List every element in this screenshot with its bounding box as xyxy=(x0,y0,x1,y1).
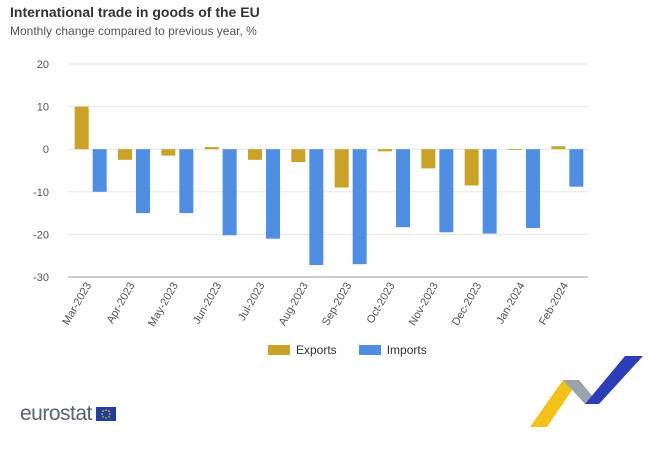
legend-item-imports[interactable]: Imports xyxy=(358,343,427,357)
x-tick-label: Sep-2023 xyxy=(320,281,354,328)
bar-exports-dec-2023[interactable] xyxy=(464,149,479,186)
bar-imports-aug-2023[interactable] xyxy=(309,149,324,266)
bar-exports-jan-2024[interactable] xyxy=(508,149,522,151)
bar-imports-may-2023[interactable] xyxy=(179,149,194,214)
legend: Exports Imports xyxy=(268,343,427,357)
eurostat-logo: eurostat xyxy=(20,402,116,426)
bar-exports-jul-2023[interactable] xyxy=(248,149,262,160)
y-tick-label: 0 xyxy=(43,144,49,156)
x-tick-label: Aug-2023 xyxy=(277,281,311,328)
y-tick-label: 20 xyxy=(37,59,49,71)
x-tick-label: May-2023 xyxy=(146,281,181,329)
y-tick-label: -20 xyxy=(33,229,49,241)
bar-imports-sep-2023[interactable] xyxy=(352,149,367,265)
bar-imports-nov-2023[interactable] xyxy=(439,149,454,233)
x-tick-label: Oct-2023 xyxy=(365,281,398,326)
eu-flag-icon xyxy=(95,407,116,421)
bar-exports-nov-2023[interactable] xyxy=(421,149,436,169)
bar-imports-jan-2024[interactable] xyxy=(526,149,540,229)
y-axis-ticks: 20 10 0 -10 -20 -30 xyxy=(33,59,49,284)
bar-imports-dec-2023[interactable] xyxy=(482,149,497,234)
bar-imports-oct-2023[interactable] xyxy=(396,149,410,228)
bar-exports-sep-2023[interactable] xyxy=(334,149,349,188)
decorative-arrow-graphic xyxy=(530,356,643,427)
bar-exports-feb-2024[interactable] xyxy=(551,146,566,150)
legend-label-imports: Imports xyxy=(386,343,427,357)
logo-text: eurostat xyxy=(20,402,92,425)
bar-imports-feb-2024[interactable] xyxy=(569,149,584,187)
imports-swatch xyxy=(358,345,381,355)
legend-item-exports[interactable]: Exports xyxy=(268,343,337,357)
bar-exports-apr-2023[interactable] xyxy=(118,149,132,160)
bar-imports-mar-2023[interactable] xyxy=(92,149,107,192)
bars xyxy=(74,106,584,266)
x-tick-label: Jul-2023 xyxy=(236,281,267,324)
bar-chart: 20 10 0 -10 -20 -30 Mar-2023 Apr-2023 May-2023 J… xyxy=(33,59,588,329)
chart-subtitle: Monthly change compared to previous year… xyxy=(10,24,257,38)
legend-label-exports: Exports xyxy=(296,343,337,357)
x-tick-label: Jun-2023 xyxy=(191,281,224,327)
chart-title: International trade in goods of the EU xyxy=(10,4,260,20)
bar-exports-aug-2023[interactable] xyxy=(291,149,306,162)
x-tick-label: Feb-2024 xyxy=(537,281,571,328)
y-tick-label: -30 xyxy=(33,272,49,284)
y-tick-label: 10 xyxy=(37,102,49,114)
bar-exports-mar-2023[interactable] xyxy=(74,106,89,150)
bar-exports-jun-2023[interactable] xyxy=(204,147,219,150)
exports-swatch xyxy=(268,345,290,355)
bar-exports-may-2023[interactable] xyxy=(161,149,176,156)
x-axis-ticks: Mar-2023 Apr-2023 May-2023 Jun-2023 Jul-2023… xyxy=(60,280,571,328)
bar-imports-jun-2023[interactable] xyxy=(222,149,237,236)
bar-imports-jul-2023[interactable] xyxy=(266,149,280,239)
x-tick-label: Nov-2023 xyxy=(407,281,441,328)
bar-imports-apr-2023[interactable] xyxy=(136,149,150,214)
x-tick-label: Dec-2023 xyxy=(450,280,484,327)
bar-exports-oct-2023[interactable] xyxy=(378,149,392,152)
x-tick-label: Apr-2023 xyxy=(105,281,138,326)
x-tick-label: Jan-2024 xyxy=(494,281,527,327)
gridlines xyxy=(68,63,588,278)
x-tick-label: Mar-2023 xyxy=(60,281,94,328)
y-tick-label: -10 xyxy=(33,187,49,199)
